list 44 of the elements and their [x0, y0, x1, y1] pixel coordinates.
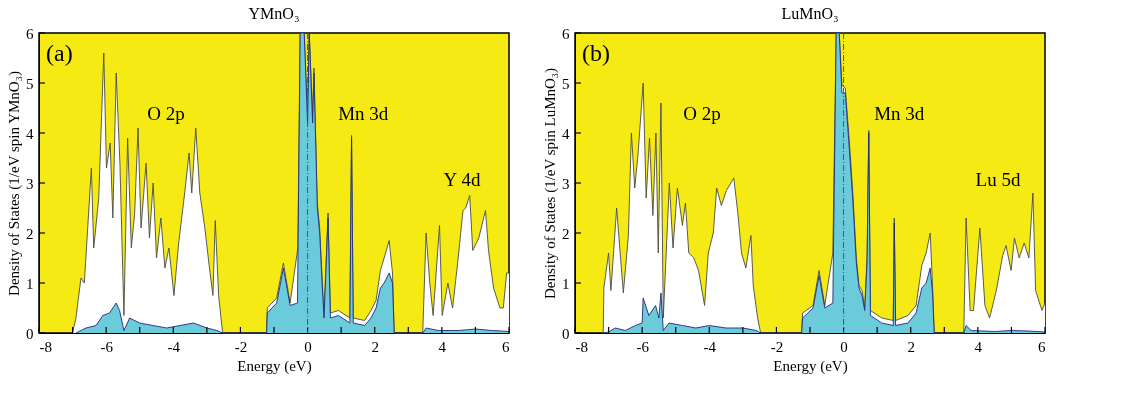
- x-tick-label: -6: [100, 338, 114, 355]
- x-tick-label: 0: [304, 338, 312, 355]
- annotation: Mn 3d: [874, 103, 925, 124]
- x-tick-label: -2: [770, 338, 784, 355]
- x-tick-label: -8: [575, 338, 588, 355]
- x-tick-label: 4: [974, 338, 983, 355]
- y-axis-title: Density of States (1/eV spin LuMnO₃): [542, 67, 559, 300]
- y-tick-label: 6: [26, 25, 34, 42]
- x-tick-label: -6: [636, 338, 650, 355]
- annotation: (a): [46, 40, 73, 66]
- y-tick-label: 2: [26, 225, 34, 242]
- x-tick-label: 4: [438, 338, 447, 355]
- y-tick-label: 0: [562, 325, 570, 342]
- y-tick-label: 3: [562, 175, 570, 192]
- annotation: O 2p: [147, 103, 185, 124]
- x-tick-label: -2: [234, 338, 248, 355]
- y-tick-label: 4: [26, 125, 34, 142]
- y-tick-label: 1: [26, 275, 34, 292]
- y-tick-label: 2: [562, 225, 570, 242]
- x-tick-label: 6: [1038, 338, 1046, 355]
- x-tick-label: 2: [907, 338, 915, 355]
- y-tick-label: 3: [26, 175, 34, 192]
- y-tick-label: 6: [562, 25, 570, 42]
- y-tick-label: 5: [26, 75, 34, 92]
- x-tick-label: 0: [840, 338, 848, 355]
- annotation: (b): [582, 40, 611, 66]
- y-axis-title: Density of States (1/eV spin YMnO₃): [6, 71, 23, 296]
- x-tick-label: 6: [502, 338, 510, 355]
- y-tick-label: 5: [562, 75, 570, 92]
- x-tick-label: -4: [167, 338, 181, 355]
- x-axis-title: Energy (eV): [237, 357, 312, 375]
- annotation: O 2p: [683, 103, 721, 124]
- y-tick-label: 4: [562, 125, 570, 142]
- x-tick-label: -8: [39, 338, 52, 355]
- x-tick-label: -4: [703, 338, 717, 355]
- annotation: Mn 3d: [338, 103, 389, 124]
- x-tick-label: 2: [371, 338, 379, 355]
- x-axis-title: Energy (eV): [773, 357, 848, 375]
- annotation: Lu 5d: [975, 169, 1021, 190]
- y-tick-label: 0: [26, 325, 34, 342]
- chart-title: LuMnO₃: [781, 5, 839, 22]
- annotation: Y 4d: [443, 169, 481, 190]
- y-tick-label: 1: [562, 275, 570, 292]
- chart-title: YMnO₃: [248, 5, 300, 22]
